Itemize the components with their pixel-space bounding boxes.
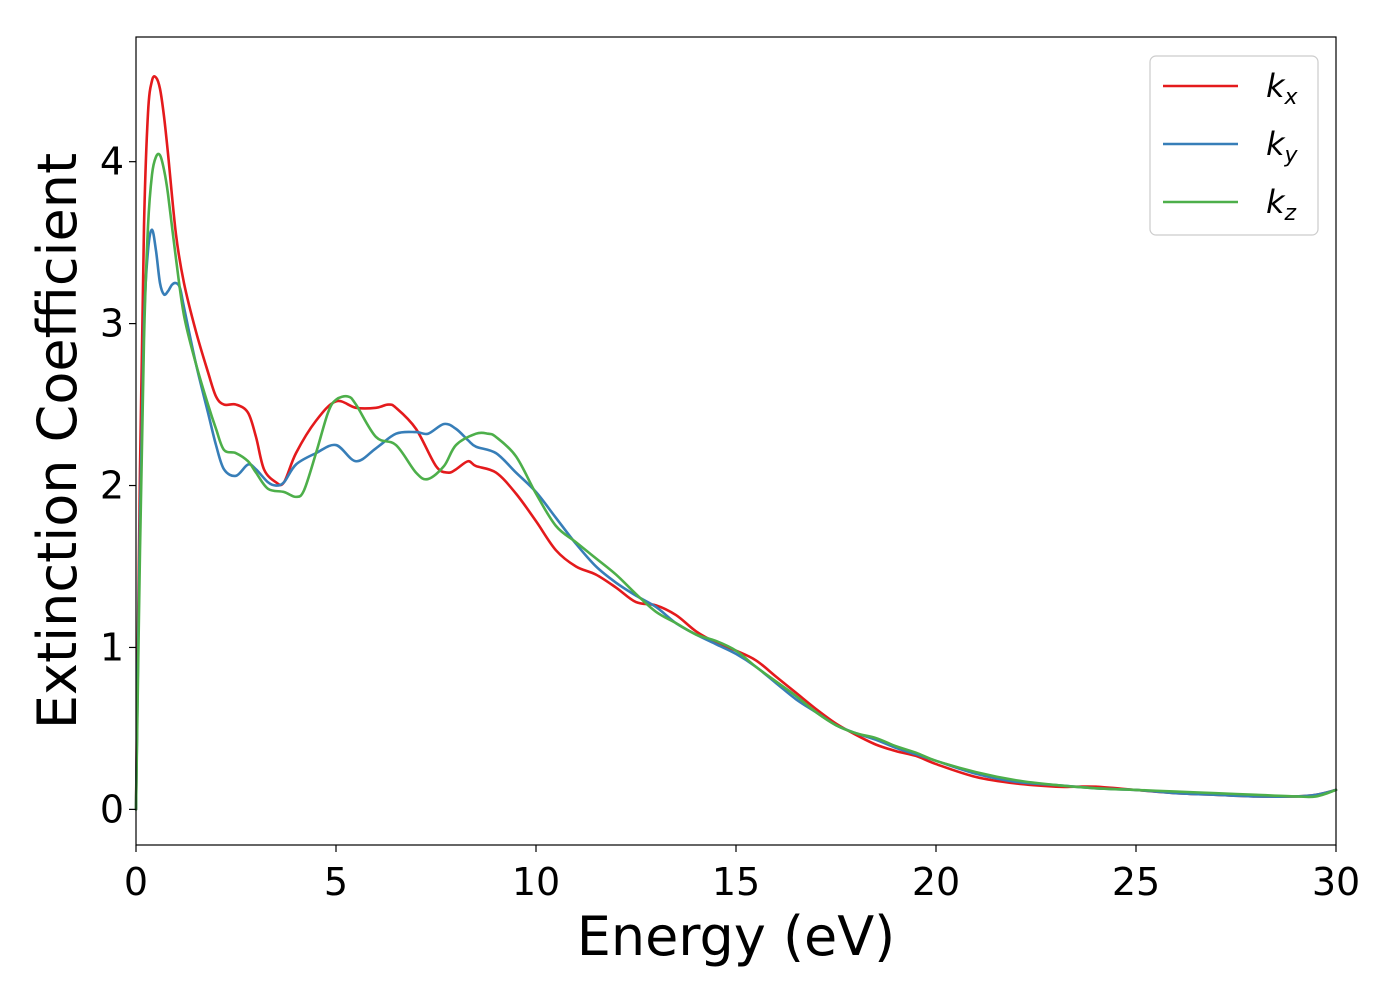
legend-entry-k-y: ky	[1163, 125, 1299, 168]
y-axis-label: Extinction Coefficient	[26, 153, 89, 729]
series-layer	[134, 75, 1338, 811]
series-line-k-y	[134, 228, 1338, 811]
y-tick-label: 4	[100, 140, 124, 184]
series-line-k-z	[134, 152, 1338, 811]
y-tick-label: 1	[100, 625, 124, 669]
x-tick-label: 0	[124, 860, 148, 904]
y-tick-label: 2	[100, 464, 124, 508]
x-tick-label: 25	[1112, 860, 1160, 904]
x-tick-label: 30	[1312, 860, 1360, 904]
y-tick-label: 0	[100, 787, 124, 831]
y-axis-ticks: 0 1 2 3 4	[100, 140, 136, 831]
x-tick-label: 20	[912, 860, 960, 904]
x-axis-ticks: 0 5 10 15 20 25 30	[124, 845, 1360, 904]
legend-label: kx	[1266, 67, 1299, 110]
x-tick-label: 15	[712, 860, 760, 904]
x-tick-label: 10	[512, 860, 560, 904]
legend-label: ky	[1266, 125, 1299, 168]
legend-box	[1149, 55, 1319, 236]
x-axis-label: Energy (eV)	[577, 905, 896, 968]
series-line-k-x	[134, 75, 1338, 811]
legend-entry-k-z: kz	[1163, 183, 1297, 226]
y-tick-label: 3	[100, 302, 124, 346]
legend-label: kz	[1266, 183, 1297, 226]
x-tick-label: 5	[324, 860, 348, 904]
legend-items: kx ky kz	[1163, 67, 1299, 226]
plot-frame	[135, 36, 1337, 846]
legend: kx ky kz	[1149, 55, 1319, 236]
legend-entry-k-x: kx	[1163, 67, 1299, 110]
